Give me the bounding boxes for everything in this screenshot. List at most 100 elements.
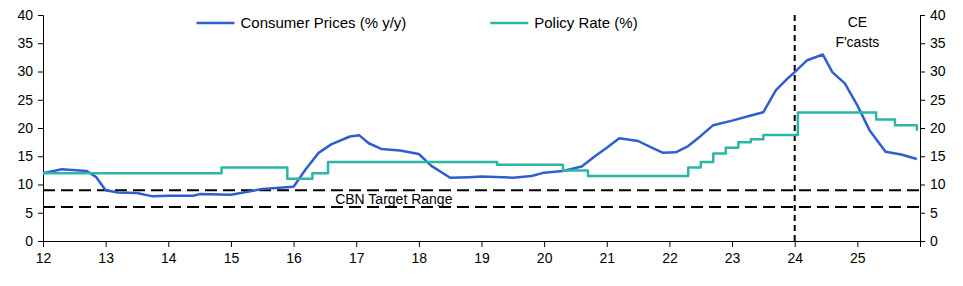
x-tick: 21 [599,241,615,266]
forecast-label: CE [848,14,867,30]
x-tick-label: 19 [474,250,490,266]
series-line [43,112,917,178]
y-axis-tick-mark [38,213,43,214]
y-axis-tick-label: 25 [17,92,33,108]
lines [43,55,917,197]
y2-axis-tick: 35 [920,35,946,51]
y2-axis-tick-mark [920,213,925,214]
y-axis-tick: 25 [17,92,43,108]
x-tick: 18 [412,241,428,266]
y2-axis-tick-mark [920,241,925,242]
x-tick: 13 [98,241,114,266]
y-axis-tick: 0 [25,233,43,249]
series-line [43,55,917,197]
y2-axis-tick: 30 [920,63,946,79]
x-tick-mark [669,241,670,247]
y2-axis-tick-label: 20 [930,120,946,136]
y-axis-tick-label: 35 [17,35,33,51]
y2-axis-tick: 20 [920,120,946,136]
y2-axis-tick: 15 [920,148,946,164]
x-tick: 14 [161,241,177,266]
y-axis-tick-mark [38,72,43,73]
x-tick-mark [419,241,420,247]
x-tick-label: 20 [537,250,553,266]
x-tick: 19 [474,241,490,266]
y2-axis-tick-label: 25 [930,92,946,108]
y-axis-line [38,16,44,242]
target-line [43,206,920,208]
x-tick-label: 14 [161,250,177,266]
x-tick-label: 16 [286,250,302,266]
x-tick: 16 [286,241,302,266]
legend-item: Policy Rate (%) [490,14,637,31]
y2-axis-tick-mark [920,100,925,101]
x-tick: 15 [224,241,240,266]
y-axis-tick-mark [38,185,43,186]
y-axis-tick-mark [38,156,43,157]
x-tick: 12 [36,241,52,266]
y2-axis-tick-mark [920,128,925,129]
y-axis-tick-label: 5 [25,205,33,221]
x-tick-mark [168,241,169,247]
x-tick-mark [294,241,295,247]
x-axis: 1213141516171819202122232425 [36,241,921,266]
y2-axis-tick-label: 5 [930,205,938,221]
y-axis-tick-mark [38,100,43,101]
x-tick-label: 12 [36,250,52,266]
y-axis-tick-label: 15 [17,148,33,164]
y-axis-tick: 5 [25,205,43,221]
target-line [43,189,920,191]
plot: 1213141516171819202122232425051015202530… [17,7,945,266]
legend-swatch [196,22,234,25]
chart: 1213141516171819202122232425051015202530… [0,0,963,286]
x-tick-label: 24 [787,250,803,266]
y2-axis-tick-label: 15 [930,148,946,164]
legend-label: Consumer Prices (% y/y) [240,14,406,31]
x-tick-label: 15 [224,250,240,266]
y-axis-tick-label: 20 [17,120,33,136]
y-axis-tick-label: 0 [25,233,33,249]
y2-axis-tick-mark [920,43,925,44]
y2-axis-tick-mark [920,156,925,157]
y-axis-tick-mark [38,15,43,16]
x-tick-mark [482,241,483,247]
y2-axis: 0510152025303540 [920,7,946,249]
x-tick-label: 22 [662,250,678,266]
y-axis-tick: 15 [17,148,43,164]
x-tick-mark [795,241,796,247]
y2-axis-tick-label: 35 [930,35,946,51]
x-tick-label: 13 [98,250,114,266]
y2-axis-tick-mark [920,15,925,16]
y-axis-tick-mark [38,43,43,44]
x-axis-line [44,242,921,248]
y-axis-tick-label: 40 [17,7,33,23]
y2-axis-tick: 5 [920,205,938,221]
y2-axis-tick-mark [920,72,925,73]
y2-axis-tick: 10 [920,176,946,192]
y2-axis-tick-label: 10 [930,176,946,192]
forecast [794,15,795,241]
x-tick-mark [857,241,858,247]
x-tick: 20 [537,241,553,266]
y-axis-tick: 35 [17,35,43,51]
y-axis: 0 5 10 15 20 25 30 35 40 [17,7,43,249]
legend-label: Policy Rate (%) [534,14,637,31]
x-tick-mark [607,241,608,247]
x-tick: 25 [850,241,866,266]
y2-axis-tick-mark [920,185,925,186]
y2-axis-tick-label: 30 [930,63,946,79]
x-tick-label: 25 [850,250,866,266]
x-tick-mark [544,241,545,247]
legend-item: Consumer Prices (% y/y) [196,14,406,31]
y-axis-tick: 30 [17,63,43,79]
y-axis-tick-label: 30 [17,63,33,79]
y2-axis-tick: 25 [920,92,946,108]
y-axis-tick: 40 [17,7,43,23]
x-tick: 17 [349,241,365,266]
target-range-label: CBN Target Range [335,191,452,207]
target-range [43,190,920,207]
x-tick: 22 [662,241,678,266]
y-axis-tick: 10 [17,176,43,192]
legend: Consumer Prices (% y/y) Policy Rate (%) [196,14,637,31]
y2-axis-tick: 0 [920,233,938,249]
